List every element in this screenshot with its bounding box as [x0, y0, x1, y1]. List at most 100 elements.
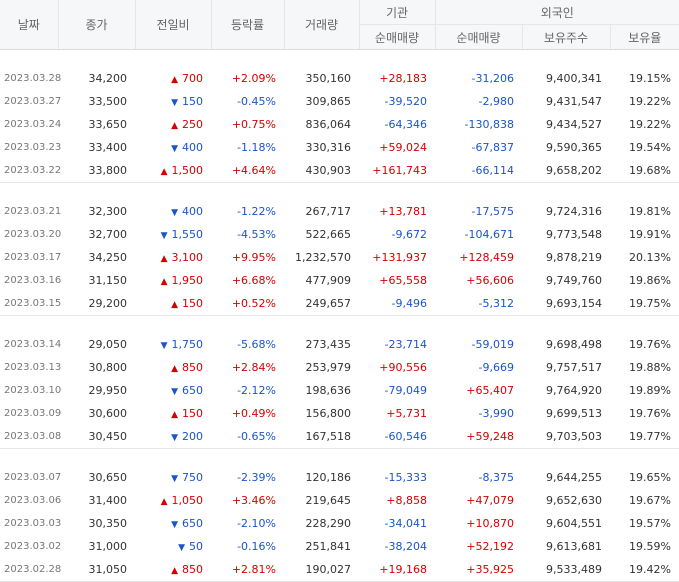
foreign-shares-cell: 9,590,365 — [546, 141, 602, 154]
foreign-shares-cell: 9,699,513 — [546, 407, 602, 420]
change-cell: ▼ 400 — [135, 200, 211, 223]
date-cell: 2023.03.24 — [4, 119, 62, 130]
inst-net-cell: +13,781 — [379, 205, 427, 218]
volume-cell: 228,290 — [305, 517, 352, 530]
header-change: 전일비 — [134, 0, 211, 50]
rate-cell: -1.18% — [237, 141, 276, 154]
volume-cell: 309,865 — [305, 95, 352, 108]
rate-cell: -2.10% — [237, 517, 276, 530]
foreign-ratio-cell: 19.54% — [629, 141, 671, 154]
foreign-net-cell: +47,079 — [466, 494, 514, 507]
close-price-cell: 31,400 — [88, 494, 128, 507]
triangle-down-icon: ▼ — [171, 520, 178, 530]
rate-cell: -2.12% — [237, 384, 276, 397]
foreign-shares-cell: 9,434,527 — [546, 118, 602, 131]
inst-net-cell: +59,024 — [379, 141, 427, 154]
inst-net-cell: -60,546 — [359, 425, 435, 449]
foreign-net-cell: -67,837 — [471, 141, 514, 154]
close-price-cell: 33,500 — [88, 95, 128, 108]
triangle-down-icon: ▼ — [160, 231, 168, 241]
spacer-cell — [0, 183, 679, 201]
foreign-ratio-cell: 19.42% — [610, 558, 679, 582]
table-row: 2023.03.06 31,400 ▲ 1,050 +3.46% 219,645 +8,85… — [0, 489, 679, 512]
triangle-up-icon: ▲ — [171, 364, 178, 374]
foreign-ratio-cell: 19.22% — [629, 118, 671, 131]
volume-cell: 156,800 — [305, 407, 352, 420]
header-volume: 거래량 — [283, 0, 359, 50]
close-price-cell: 30,600 — [88, 407, 128, 420]
rate-cell: +0.49% — [231, 407, 276, 420]
triangle-up-icon: ▲ — [160, 254, 168, 264]
inst-net-cell: -23,714 — [384, 338, 427, 351]
spacer-cell — [0, 316, 679, 334]
foreign-ratio-cell: 19.77% — [610, 425, 679, 449]
change-value: 850 — [182, 361, 203, 374]
table-row: 2023.03.23 33,400 ▼ 400 -1.18% 330,316 +59,024… — [0, 136, 679, 159]
inst-net-cell: +8,858 — [386, 494, 427, 507]
header-date: 날짜 — [0, 0, 58, 50]
rate-cell: -0.45% — [237, 95, 276, 108]
date-cell: 2023.03.10 — [4, 385, 62, 396]
foreign-shares-cell: 9,757,517 — [546, 361, 602, 374]
date-cell: 2023.03.16 — [4, 275, 62, 286]
rate-cell: +0.75% — [231, 118, 276, 131]
change-value: 650 — [182, 517, 203, 530]
close-price-cell: 30,800 — [88, 361, 128, 374]
date-cell: 2023.03.27 — [4, 96, 62, 107]
triangle-up-icon: ▲ — [171, 566, 178, 576]
table-row: 2023.03.03 30,350 ▼ 650 -2.10% 228,290 -34,041… — [0, 512, 679, 535]
foreign-shares-cell: 9,764,920 — [546, 384, 602, 397]
change-cell: ▲ 150 — [135, 292, 211, 316]
foreign-shares-cell: 9,604,551 — [546, 517, 602, 530]
date-cell: 2023.02.28 — [0, 558, 61, 582]
foreign-shares-cell: 9,773,548 — [546, 228, 602, 241]
foreign-net-cell: -66,114 — [435, 159, 522, 183]
volume-cell: 219,645 — [305, 494, 352, 507]
volume-cell: 167,518 — [284, 425, 359, 449]
triangle-up-icon: ▲ — [171, 75, 178, 85]
inst-net-cell: -15,333 — [384, 471, 427, 484]
foreign-ratio-cell: 19.22% — [629, 95, 671, 108]
table-row: 2023.03.13 30,800 ▲ 850 +2.84% 253,979 +90,556… — [0, 356, 679, 379]
rate-cell: -0.65% — [211, 425, 284, 449]
close-price-cell: 32,700 — [88, 228, 128, 241]
change-cell: ▲ 250 — [135, 113, 211, 136]
foreign-shares-cell: 9,658,202 — [522, 159, 610, 183]
change-cell: ▼ 1,550 — [135, 223, 211, 246]
rate-cell: +2.81% — [211, 558, 284, 582]
change-value: 700 — [182, 72, 203, 85]
volume-cell: 522,665 — [305, 228, 352, 241]
inst-net-cell: +90,556 — [379, 361, 427, 374]
header-foreign-net: 순매매량 — [434, 24, 522, 50]
triangle-up-icon: ▲ — [160, 497, 168, 507]
table-row: 2023.03.21 32,300 ▼ 400 -1.22% 267,717 +13,781… — [0, 200, 679, 223]
foreign-shares-cell: 9,693,154 — [522, 292, 610, 316]
change-value: 150 — [182, 95, 203, 108]
date-cell: 2023.03.23 — [4, 142, 62, 153]
inst-net-cell: +65,558 — [379, 274, 427, 287]
date-cell: 2023.03.17 — [4, 252, 62, 263]
table-row: 2023.03.10 29,950 ▼ 650 -2.12% 198,636 -79,049… — [0, 379, 679, 402]
foreign-net-cell: -9,669 — [478, 361, 514, 374]
foreign-shares-cell: 9,431,547 — [546, 95, 602, 108]
volume-cell: 120,186 — [305, 471, 352, 484]
date-cell: 2023.03.06 — [4, 495, 62, 506]
change-value: 650 — [182, 384, 203, 397]
foreign-ratio-cell: 20.13% — [629, 251, 671, 264]
inst-net-cell: -64,346 — [384, 118, 427, 131]
change-cell: ▲ 1,950 — [135, 269, 211, 292]
table-row: 2023.03.07 30,650 ▼ 750 -2.39% 120,186 -15,333… — [0, 466, 679, 489]
table-row: 2023.03.14 29,050 ▼ 1,750 -5.68% 273,435 -23,7… — [0, 333, 679, 356]
foreign-shares-cell: 9,703,503 — [522, 425, 610, 449]
foreign-net-cell: -31,206 — [471, 72, 514, 85]
close-price-cell: 29,050 — [88, 338, 128, 351]
change-cell: ▲ 850 — [135, 558, 211, 582]
date-cell: 2023.03.21 — [4, 206, 62, 217]
close-price-cell: 29,950 — [88, 384, 128, 397]
inst-net-cell: -9,496 — [359, 292, 435, 316]
triangle-down-icon: ▼ — [171, 98, 178, 108]
change-cell: ▼ 50 — [135, 535, 211, 558]
foreign-ratio-cell: 19.76% — [629, 338, 671, 351]
change-cell: ▲ 150 — [135, 402, 211, 425]
volume-cell: 267,717 — [305, 205, 352, 218]
